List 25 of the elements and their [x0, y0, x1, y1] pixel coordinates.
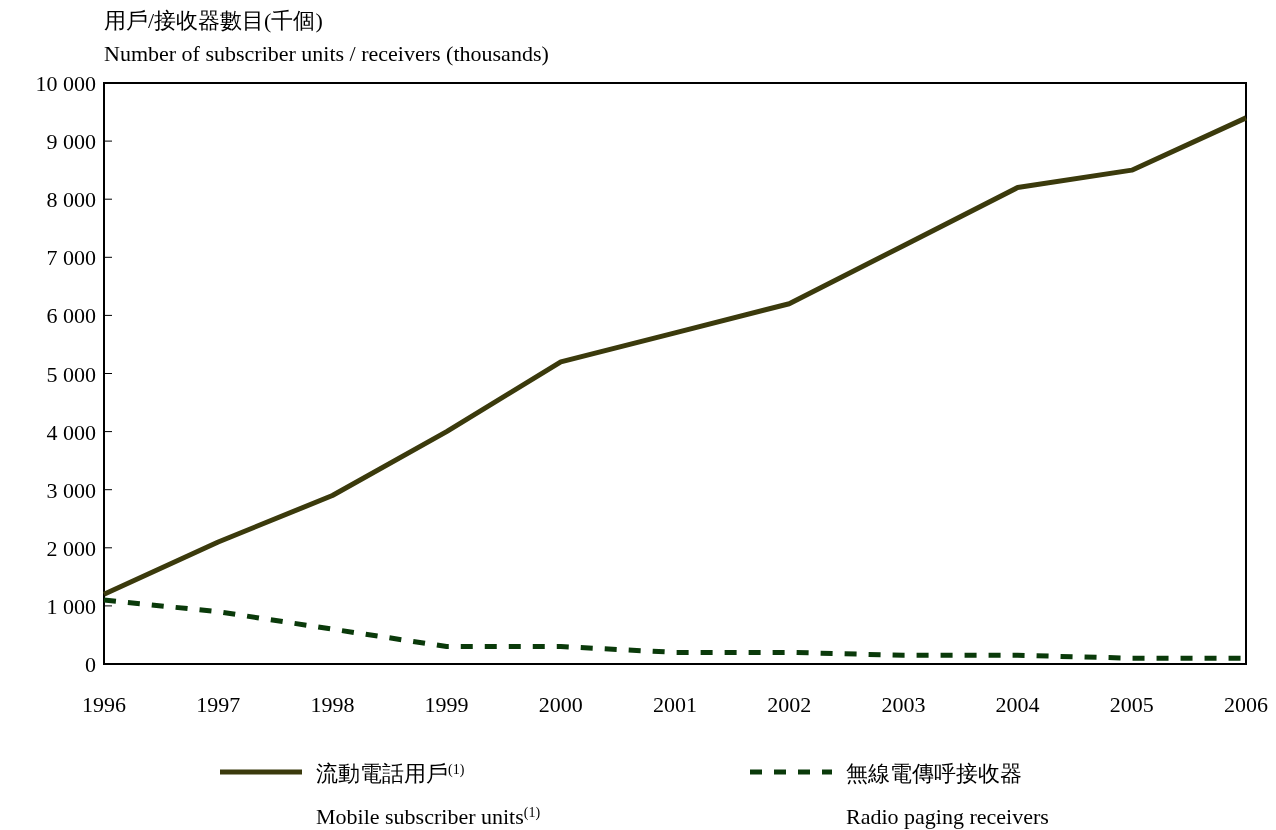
x-tick-label: 2005	[1109, 692, 1154, 717]
x-tick-label: 1997	[196, 692, 241, 717]
y-tick-label: 6 000	[46, 303, 96, 329]
y-tick-label: 4 000	[46, 419, 96, 445]
x-tick-label: 1998	[310, 692, 355, 717]
x-tick-label: 2003	[881, 692, 926, 717]
y-tick-label: 9 000	[46, 129, 96, 155]
y-tick-label: 3 000	[46, 477, 96, 503]
text: 流動電話用戶$^{(1)}$ Mobile subscriber units$^{(1)}$	[316, 761, 541, 829]
x-tick-label: 1999	[424, 692, 469, 717]
y-tick-label: 2 000	[46, 535, 96, 561]
y-tick-label: 8 000	[46, 187, 96, 213]
x-tick-label: 2001	[653, 692, 697, 717]
x-tick-label: 1996	[82, 692, 126, 717]
legend-label: 無線電傳呼接收器 Radio paging receivers	[846, 761, 1049, 829]
x-tick-label: 2004	[995, 692, 1040, 717]
y-tick-label: 0	[85, 652, 96, 677]
x-tick-label: 2002	[767, 692, 812, 717]
y-tick-label: 10 000	[35, 71, 96, 96]
x-tick-label: 2000	[538, 692, 583, 717]
y-tick-label: 7 000	[46, 245, 96, 271]
y-axis-title: 用戶/接收器數目(千個) Number of subscriber units / receivers (thousands)	[104, 8, 549, 66]
y-tick-label: 1 000	[46, 593, 96, 619]
y-tick-label: 5 000	[46, 361, 96, 387]
x-tick-label: 2006	[1224, 692, 1268, 717]
